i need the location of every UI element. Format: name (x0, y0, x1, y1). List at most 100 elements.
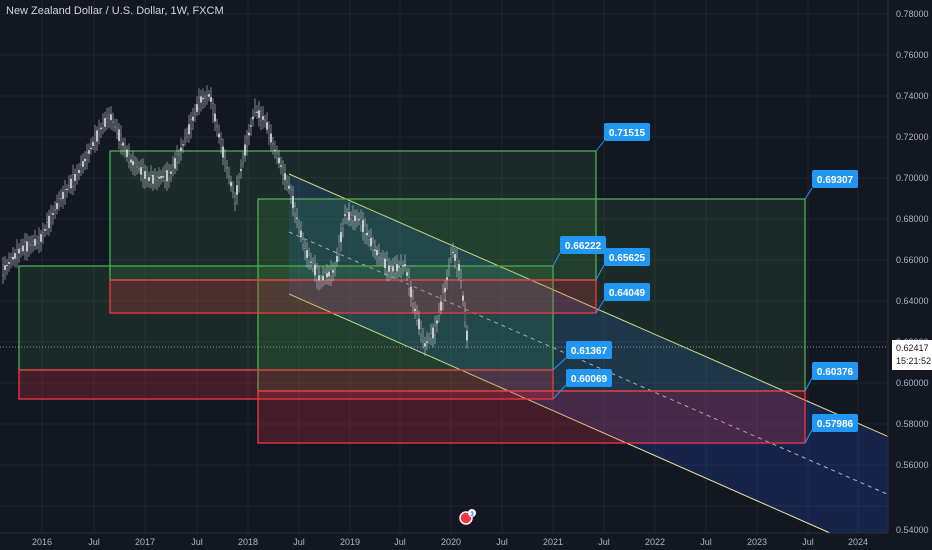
callout-1[interactable]: 0.69307 (812, 170, 858, 188)
callout-4[interactable]: 0.64049 (604, 283, 650, 301)
candle-body (8, 262, 10, 264)
time-tick: 2018 (238, 537, 258, 547)
candle-body (86, 152, 88, 160)
candle-body (226, 167, 228, 169)
candle-body (382, 259, 384, 262)
candle-body (110, 114, 112, 121)
candle-body (418, 318, 420, 330)
candle-body (402, 265, 404, 267)
candle-body (266, 122, 268, 130)
candle-body (456, 257, 458, 268)
candle-body (54, 209, 56, 211)
candle-body (88, 150, 90, 154)
candle-body (124, 147, 126, 151)
callout-7[interactable]: 0.60376 (812, 362, 858, 380)
candle-body (92, 141, 94, 147)
price-tick: 0.60000 (896, 378, 929, 388)
candle-body (198, 97, 200, 109)
price-tick: 0.66000 (896, 255, 929, 265)
red-zone-3[interactable] (257, 390, 806, 444)
candle-body (96, 130, 98, 142)
candle-body (314, 264, 316, 276)
candle-body (458, 264, 460, 271)
candle-body (138, 168, 140, 171)
candle-body (126, 149, 128, 157)
candle-body (46, 222, 48, 230)
candle-body (10, 257, 12, 264)
candle-body (278, 157, 280, 164)
candle-body (410, 286, 412, 298)
candle-body (184, 138, 186, 142)
candle-body (194, 111, 196, 115)
candle-body (372, 241, 374, 251)
candle-body (14, 252, 16, 259)
candle-body (48, 215, 50, 229)
channel-lower-line[interactable] (288, 293, 831, 534)
candle-body (304, 248, 306, 252)
channel-mid-line[interactable] (288, 231, 897, 499)
time-tick: 2020 (441, 537, 461, 547)
red-zone-2[interactable] (18, 369, 554, 400)
candle-body (264, 118, 266, 122)
candle-body (272, 143, 274, 145)
candle-body (392, 266, 394, 272)
candle-body (282, 167, 284, 176)
callout-0[interactable]: 0.71515 (604, 123, 650, 141)
current-price-label: 0.62417 15:21:52 (892, 340, 932, 370)
green-zone-3[interactable] (18, 265, 554, 371)
price-tick: 0.76000 (896, 50, 929, 60)
candle-body (354, 215, 356, 222)
callout-8[interactable]: 0.57986 (812, 414, 858, 432)
candle-body (34, 239, 36, 246)
candle-body (394, 263, 396, 274)
candle-body (362, 219, 364, 233)
candle-body (132, 160, 134, 166)
candle-body (306, 250, 308, 258)
candle-body (350, 215, 352, 219)
time-axis[interactable]: 2016 Jul 2017 Jul 2018 Jul 2019 Jul 2020… (0, 532, 888, 550)
candle-body (348, 212, 350, 221)
event-badge[interactable]: 3 (459, 509, 476, 525)
candle-body (58, 198, 60, 206)
candle-body (300, 230, 302, 238)
candle-body (16, 249, 18, 259)
candle-body (240, 168, 242, 172)
callout-8-label: 0.57986 (817, 419, 854, 430)
candle-body (312, 263, 314, 269)
candle-body (450, 254, 452, 258)
candle-body (284, 173, 286, 181)
candle-body (180, 147, 182, 152)
callout-3[interactable]: 0.65625 (604, 248, 650, 266)
candle-body (326, 273, 328, 278)
candle-body (128, 153, 130, 163)
candle-body (404, 264, 406, 267)
candle-body (234, 196, 236, 204)
candle-body (460, 278, 462, 281)
channel-upper-line[interactable] (288, 173, 897, 441)
candle-body (396, 264, 398, 272)
candle-body (288, 185, 290, 189)
candle-body (290, 189, 292, 199)
callout-connectors (552, 140, 813, 444)
candle-body (170, 171, 172, 174)
price-axis[interactable]: 0.78000 0.76000 0.74000 0.72000 0.70000 … (887, 0, 932, 550)
callout-5[interactable]: 0.61367 (566, 341, 612, 359)
callout-2[interactable]: 0.66222 (560, 236, 606, 254)
candle-body (118, 129, 120, 142)
candle-body (202, 97, 204, 100)
candle-body (222, 146, 224, 158)
candle-body (68, 185, 70, 188)
callout-6[interactable]: 0.60069 (566, 369, 612, 387)
candle-body (412, 298, 414, 304)
green-zone-2[interactable] (257, 198, 806, 392)
candle-body (406, 272, 408, 276)
time-tick: Jul (394, 537, 406, 547)
candle-body (70, 178, 72, 189)
candle-body (218, 133, 220, 138)
candle-body (254, 107, 256, 113)
candle-body (104, 118, 106, 127)
red-zone-1[interactable] (109, 279, 597, 314)
time-tick: 2022 (645, 537, 665, 547)
candle-body (216, 125, 218, 128)
